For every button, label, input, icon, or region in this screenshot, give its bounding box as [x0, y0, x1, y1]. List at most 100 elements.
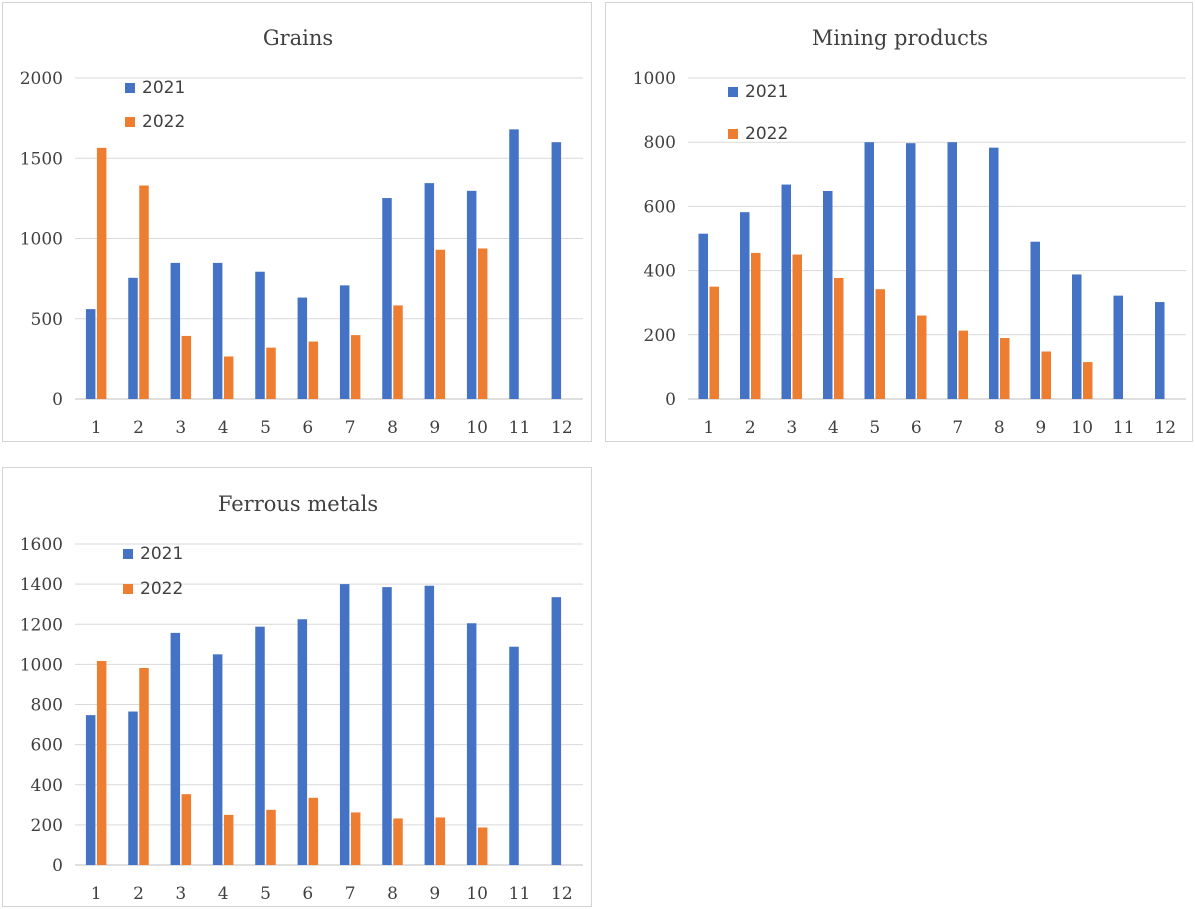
chart-panel-mining-products: Mining products 0 200 400 600 800 1000 1 2 3 4 5 6 7 8… [605, 2, 1193, 442]
chart-panel-grains: Grains 0 500 1000 1500 2000 1 2 3 4 5 6 7 8 9 10 11 12 202… [2, 2, 592, 442]
bar-2021-2 [740, 212, 750, 399]
bar-2021-1 [85, 715, 96, 865]
bar-2021-7 [947, 142, 957, 399]
x-tick-label: 4 [218, 418, 229, 438]
x-tick-label: 4 [828, 418, 839, 438]
bar-2021-2 [128, 277, 138, 399]
legend-swatch-2021 [125, 83, 135, 93]
legend-swatch-2022 [728, 129, 738, 139]
y-tick-label: 1000 [633, 69, 676, 89]
bar-2021-5 [255, 626, 265, 865]
bar-2021-10 [1072, 274, 1082, 399]
bar-2021-9 [1030, 241, 1040, 399]
bar-2021-8 [989, 147, 999, 399]
legend-label-2021: 2021 [745, 82, 788, 102]
bar-2022-7 [958, 330, 968, 399]
legend-swatch-2022 [123, 584, 133, 594]
x-tick-label: 4 [218, 884, 229, 904]
bar-2022-8 [393, 305, 403, 399]
y-tick-label: 600 [644, 197, 676, 217]
legend-label-2022: 2022 [745, 124, 788, 144]
bar-2021-4 [823, 190, 833, 399]
bar-2022-5 [266, 347, 276, 399]
bar-2022-3 [792, 254, 802, 399]
bar-2022-7 [350, 335, 361, 399]
bar-2021-12 [551, 597, 562, 865]
bar-2021-5 [864, 142, 874, 399]
legend-swatch-2022 [125, 117, 135, 127]
bar-2021-8 [382, 587, 392, 865]
x-tick-label: 6 [302, 418, 313, 438]
bar-2022-6 [917, 315, 927, 399]
bar-2021-10 [466, 623, 477, 865]
x-tick-label: 3 [175, 418, 186, 438]
x-tick-label: 9 [429, 884, 440, 904]
x-tick-label: 3 [786, 418, 797, 438]
y-tick-label: 400 [644, 262, 676, 282]
x-tick-label: 7 [952, 418, 963, 438]
bar-2022-10 [477, 248, 488, 399]
bar-chart-ferrous-metals: Ferrous metals 0 200 400 600 800 1000 1200 1400 1… [20, 492, 583, 904]
x-tick-label: 2 [745, 418, 756, 438]
bar-2021-11 [1113, 295, 1123, 399]
bar-2021-12 [551, 142, 562, 399]
x-tick-label: 2 [133, 884, 144, 904]
x-tick-label: 12 [1154, 418, 1176, 438]
x-tick-label: 3 [175, 884, 186, 904]
bar-2022-8 [393, 818, 403, 865]
x-tick-label: 1 [91, 418, 102, 438]
legend-label-2022: 2022 [140, 579, 183, 599]
bar-2022-6 [308, 797, 319, 865]
bar-2021-7 [339, 285, 350, 399]
x-tick-label: 7 [345, 884, 356, 904]
y-tick-label: 1200 [20, 615, 63, 635]
legend-label-2022: 2022 [142, 112, 185, 132]
bar-2021-9 [424, 585, 435, 865]
y-tick-label: 0 [665, 390, 676, 410]
x-tick-label: 6 [302, 884, 313, 904]
x-tick-label: 11 [509, 884, 531, 904]
y-tick-label: 1000 [20, 230, 63, 250]
x-tick-label: 5 [260, 418, 271, 438]
x-tick-label: 9 [1035, 418, 1046, 438]
bar-2021-8 [382, 198, 392, 399]
y-tick-label: 1000 [20, 655, 63, 675]
bar-2021-11 [509, 129, 519, 400]
legend-label-2021: 2021 [140, 544, 183, 564]
bar-2022-1 [96, 147, 107, 399]
chart-title: Ferrous metals [218, 492, 378, 516]
bar-2021-10 [466, 190, 477, 399]
x-tick-label: 6 [911, 418, 922, 438]
y-tick-label: 200 [644, 326, 676, 346]
bar-2021-5 [255, 271, 265, 399]
y-tick-label: 1500 [20, 149, 63, 169]
bar-2021-3 [170, 262, 181, 399]
bar-2022-9 [1041, 351, 1051, 399]
y-tick-label: 800 [31, 696, 63, 716]
bar-2021-11 [509, 646, 519, 865]
bar-2022-4 [223, 814, 234, 865]
y-tick-label: 0 [52, 856, 63, 876]
y-tick-label: 1400 [20, 575, 63, 595]
x-tick-label: 8 [387, 418, 398, 438]
x-tick-label: 8 [387, 884, 398, 904]
x-tick-label: 9 [429, 418, 440, 438]
legend-swatch-2021 [728, 87, 738, 97]
y-tick-label: 0 [52, 390, 63, 410]
bar-2022-5 [875, 289, 885, 399]
y-tick-label: 400 [31, 776, 63, 796]
chart-title: Mining products [812, 26, 988, 50]
bar-2021-6 [906, 143, 916, 399]
x-tick-label: 8 [994, 418, 1005, 438]
x-tick-label: 5 [869, 418, 880, 438]
chart-title: Grains [263, 26, 333, 50]
x-tick-label: 7 [345, 418, 356, 438]
x-tick-label: 11 [1113, 418, 1135, 438]
bar-2021-4 [212, 262, 223, 399]
x-tick-label: 10 [466, 884, 488, 904]
bar-2022-9 [435, 249, 446, 399]
bar-2022-8 [1000, 338, 1010, 399]
bar-2021-12 [1155, 302, 1165, 399]
bar-2021-1 [698, 233, 708, 399]
bar-2022-5 [266, 809, 276, 865]
